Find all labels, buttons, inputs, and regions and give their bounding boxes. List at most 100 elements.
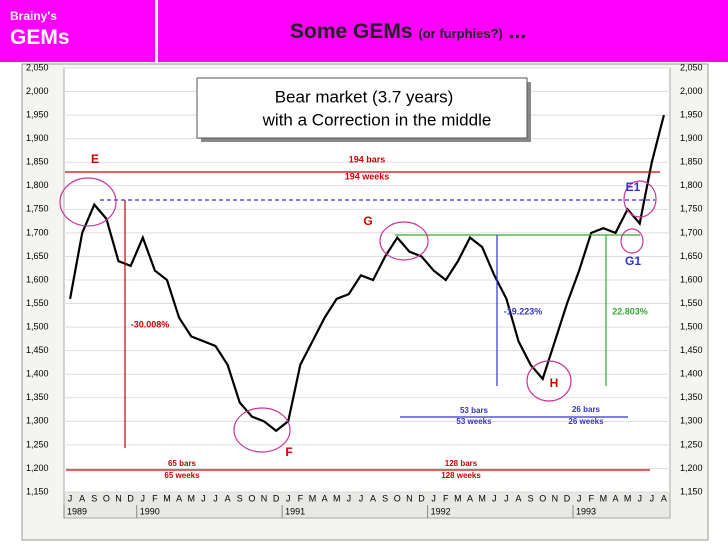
- x-tick-label: A: [322, 493, 328, 503]
- y-tick-label: 2,050: [26, 62, 49, 72]
- annotation: H: [550, 376, 559, 390]
- annotation: E1: [626, 180, 641, 194]
- y-tick-label: 1,400: [26, 369, 49, 379]
- y-tick-label: 1,850: [26, 157, 49, 167]
- brand-name: GEMs: [10, 26, 70, 49]
- x-tick-label: M: [454, 493, 462, 503]
- year-label: 1993: [576, 506, 596, 516]
- y-tick-label: 1,150: [680, 486, 703, 496]
- y-tick-label: 1,800: [680, 180, 703, 190]
- x-tick-label: S: [528, 493, 534, 503]
- y-tick-label: 1,900: [26, 133, 49, 143]
- x-tick-label: A: [225, 493, 231, 503]
- annotation: F: [285, 445, 292, 459]
- title-small: (or furphies?): [418, 26, 503, 41]
- y-tick-label: 1,550: [680, 298, 703, 308]
- annotation: 53 bars: [460, 406, 489, 415]
- x-tick-label: N: [115, 493, 122, 503]
- y-tick-label: 2,000: [26, 86, 49, 96]
- annotation: 65 bars: [168, 459, 197, 468]
- circle: [526, 360, 572, 402]
- annotation: G: [363, 214, 372, 228]
- title-end: ...: [508, 20, 527, 43]
- y-tick-label: 1,350: [680, 392, 703, 402]
- year-label: 1991: [285, 506, 305, 516]
- x-tick-label: J: [201, 493, 206, 503]
- x-tick-label: S: [382, 493, 388, 503]
- x-tick-label: F: [443, 493, 449, 503]
- x-tick-label: M: [624, 493, 632, 503]
- x-tick-label: M: [163, 493, 171, 503]
- x-tick-label: J: [213, 493, 218, 503]
- y-tick-label: 2,050: [680, 62, 703, 72]
- year-label: 1990: [140, 506, 160, 516]
- annotation: 26 bars: [572, 405, 601, 414]
- x-tick-label: O: [394, 493, 401, 503]
- x-tick-label: M: [309, 493, 317, 503]
- callout-text: Bear market (3.7 years): [275, 87, 454, 106]
- x-tick-label: M: [478, 493, 486, 503]
- x-tick-label: O: [103, 493, 110, 503]
- y-tick-label: 1,150: [26, 486, 49, 496]
- y-tick-label: 1,700: [680, 227, 703, 237]
- x-tick-label: D: [273, 493, 280, 503]
- y-tick-label: 2,000: [680, 86, 703, 96]
- annotation: 128 weeks: [441, 471, 481, 480]
- y-tick-label: 1,200: [26, 463, 49, 473]
- x-tick-label: N: [406, 493, 413, 503]
- header: Brainy's GEMs Some GEMs (or furphies?) .…: [0, 0, 728, 62]
- y-tick-label: 1,300: [26, 416, 49, 426]
- x-tick-label: A: [79, 493, 85, 503]
- annotation: 128 bars: [445, 459, 478, 468]
- x-tick-label: J: [359, 493, 364, 503]
- x-tick-label: O: [248, 493, 255, 503]
- x-tick-label: J: [637, 493, 642, 503]
- y-tick-label: 1,550: [26, 298, 49, 308]
- x-tick-label: J: [504, 493, 509, 503]
- annotation: -30.008%: [131, 319, 170, 329]
- y-tick-label: 1,500: [680, 321, 703, 331]
- callout-text: with a Correction in the middle: [262, 110, 492, 129]
- y-tick-label: 1,250: [680, 439, 703, 449]
- y-tick-label: 1,950: [680, 109, 703, 119]
- y-tick-label: 1,450: [680, 345, 703, 355]
- annotation: 22.803%: [612, 306, 648, 316]
- year-label: 1989: [67, 506, 87, 516]
- y-tick-label: 1,400: [680, 369, 703, 379]
- year-label: 1992: [431, 506, 451, 516]
- x-tick-label: J: [431, 493, 436, 503]
- annotation: -19.223%: [504, 306, 543, 316]
- x-tick-label: S: [91, 493, 97, 503]
- y-tick-label: 1,850: [680, 157, 703, 167]
- x-tick-label: F: [588, 493, 594, 503]
- x-tick-label: A: [176, 493, 182, 503]
- x-tick-label: D: [564, 493, 571, 503]
- y-tick-label: 1,500: [26, 321, 49, 331]
- brand: Brainy's GEMs: [0, 0, 158, 62]
- x-tick-label: M: [600, 493, 608, 503]
- annotation: E: [91, 152, 99, 166]
- x-tick-label: S: [237, 493, 243, 503]
- circle: [620, 228, 644, 254]
- x-tick-label: J: [141, 493, 146, 503]
- x-tick-label: J: [68, 493, 73, 503]
- annotation: 26 weeks: [568, 417, 604, 426]
- x-tick-label: A: [370, 493, 376, 503]
- x-tick-label: N: [261, 493, 268, 503]
- y-tick-label: 1,350: [26, 392, 49, 402]
- circle: [59, 177, 117, 227]
- y-tick-label: 1,900: [680, 133, 703, 143]
- annotation-lines: [59, 171, 660, 471]
- circle: [379, 221, 429, 261]
- circle: [623, 180, 657, 218]
- y-tick-label: 1,300: [680, 416, 703, 426]
- annotation: 194 weeks: [345, 171, 390, 181]
- y-tick-label: 1,650: [26, 251, 49, 261]
- annotation: 65 weeks: [164, 471, 200, 480]
- annotation: 53 weeks: [456, 417, 492, 426]
- x-tick-label: M: [188, 493, 196, 503]
- x-tick-label: A: [661, 493, 667, 503]
- y-tick-label: 1,600: [680, 274, 703, 284]
- title: Some GEMs (or furphies?) ...: [290, 20, 526, 44]
